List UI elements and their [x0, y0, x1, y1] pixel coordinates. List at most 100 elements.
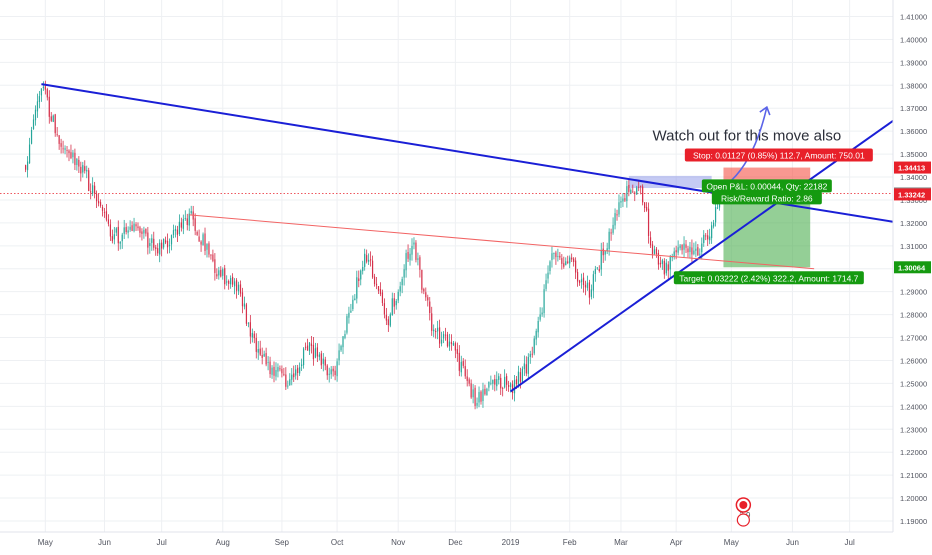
candle-body: [521, 368, 524, 382]
candle-body: [50, 116, 52, 121]
candle-body: [598, 269, 600, 272]
candle-body: [626, 186, 628, 202]
price-axis[interactable]: 1.19000 1.20000 1.21000 1.22000 1.23000 1.240…: [892, 0, 932, 532]
candle-body: [233, 281, 236, 287]
position-labels-layer[interactable]: Stop: 0.01127 (0.85%) 112.7, Amount: 750…: [673, 148, 873, 285]
candle-body: [99, 202, 102, 206]
axis-price-tag-text: 1.30064: [898, 263, 926, 272]
target-label-bg: [673, 271, 864, 285]
candle-body: [417, 258, 419, 260]
events-marker[interactable]: 2 9: [735, 497, 752, 527]
candle-body: [127, 230, 129, 233]
candle-body: [26, 161, 29, 171]
candle-body: [638, 186, 640, 188]
candle-body: [442, 334, 445, 339]
candle-body: [687, 248, 689, 253]
event-flag-icon-2[interactable]: [736, 513, 750, 527]
candle-body: [614, 213, 616, 226]
candle-body: [314, 348, 317, 358]
time-tick-label: Apr: [670, 538, 683, 547]
candle-body: [484, 388, 486, 395]
candle-body: [176, 229, 179, 235]
candle-body: [705, 235, 707, 237]
candle-body: [168, 244, 171, 246]
candle-body: [198, 236, 200, 242]
candle-body: [592, 274, 594, 291]
candle-body: [476, 402, 478, 406]
stop-label-bg: [684, 148, 873, 162]
candle-body: [450, 341, 453, 344]
risk-reward-label[interactable]: Risk/Reward Ratio: 2.86: [711, 191, 822, 205]
candle-body: [259, 348, 261, 355]
candle-body: [551, 253, 553, 261]
candle-body: [373, 276, 376, 284]
support-trendline[interactable]: [509, 120, 894, 393]
candle-body: [472, 389, 474, 398]
candle-body: [427, 297, 429, 301]
candle-body: [190, 211, 192, 214]
target-label[interactable]: Target: 0.03222 (2.42%) 322.2, Amount: 1…: [673, 271, 864, 285]
candle-body: [200, 241, 202, 245]
candle-body: [616, 214, 618, 216]
candle-body: [300, 364, 303, 367]
candle-body: [594, 268, 596, 275]
candle-body: [454, 343, 456, 351]
candle-body: [366, 255, 368, 262]
candle-body: [30, 129, 33, 144]
candle-body: [671, 256, 673, 258]
candle-body: [525, 364, 527, 374]
risk-reward-label-bg: [711, 191, 822, 205]
candle-body: [482, 389, 484, 402]
candle-body: [36, 101, 39, 112]
candle-body: [691, 247, 693, 255]
candle-body: [559, 255, 561, 258]
candle-body: [569, 257, 571, 264]
candle-body: [586, 282, 589, 288]
candle-body: [255, 337, 257, 352]
candle-body: [675, 250, 677, 253]
neckline[interactable]: [189, 214, 815, 270]
candle-body: [338, 350, 340, 361]
candle-body: [208, 243, 210, 255]
candle-body: [659, 262, 661, 265]
candle-body: [630, 189, 632, 194]
candle-body: [269, 361, 271, 375]
candle-body: [636, 187, 638, 195]
candle-body: [600, 250, 602, 270]
candle-body: [389, 314, 391, 326]
resistance-zone[interactable]: [628, 175, 712, 189]
candle-body: [474, 387, 476, 406]
time-tick-label: Jul: [845, 538, 855, 547]
open-pnl-label[interactable]: Open P&L: 0.00044, Qty: 22182: [701, 179, 832, 193]
candle-body: [391, 298, 393, 316]
candle-body: [119, 241, 121, 244]
candle-body: [511, 384, 514, 393]
candle-body: [509, 383, 512, 387]
candle-body: [539, 314, 541, 320]
candle-body: [440, 339, 443, 344]
stop-label[interactable]: Stop: 0.01127 (0.85%) 112.7, Amount: 750…: [684, 148, 873, 162]
candle-body: [76, 158, 78, 166]
candle-body: [352, 299, 354, 310]
candle-body: [535, 330, 537, 340]
time-axis[interactable]: May Jun Jul Aug Sep Oct Nov Dec 2019 Feb Mar Apr May…: [0, 531, 932, 550]
candle-body: [371, 260, 374, 278]
candle-body: [226, 281, 228, 283]
candle-body: [531, 353, 533, 355]
candle-body: [523, 363, 525, 370]
target-label-text: Target: 0.03222 (2.42%) 322.2, Amount: 1…: [679, 273, 858, 283]
time-tick-label: 2019: [502, 538, 520, 547]
candle-body: [320, 353, 322, 366]
candle-body: [537, 321, 539, 333]
candle-body: [80, 166, 82, 174]
candle-body: [149, 243, 151, 246]
candle-body: [632, 191, 634, 193]
candle-body: [677, 247, 679, 253]
grid-layer: [0, 0, 893, 532]
candle-body: [590, 289, 593, 297]
candle-body: [640, 185, 642, 187]
stop-label-text: Stop: 0.01127 (0.85%) 112.7, Amount: 750…: [693, 151, 865, 161]
annotation-text[interactable]: Watch out for this move also: [653, 127, 842, 144]
